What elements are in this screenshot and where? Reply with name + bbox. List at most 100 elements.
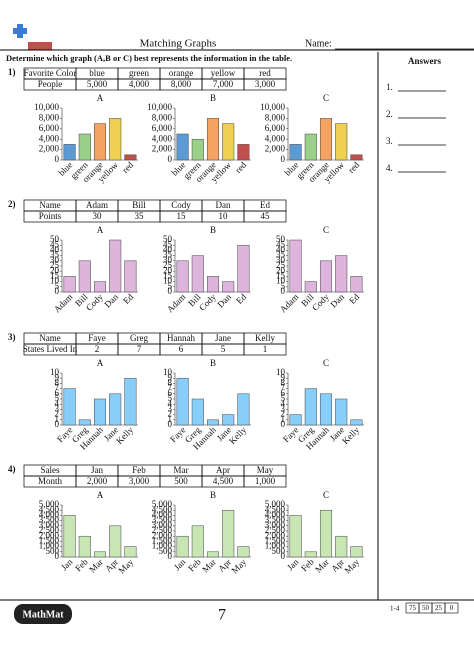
y-tick-label: 4,500: [265, 504, 286, 514]
table-text: States Lived In: [23, 344, 78, 354]
table-text: 5,000: [87, 79, 108, 89]
y-tick-label: 0: [168, 551, 173, 561]
y-tick-label: 35: [50, 250, 60, 260]
y-tick-label: 6: [55, 388, 60, 398]
y-tick-label: 4: [281, 398, 286, 408]
bar: [78, 133, 91, 161]
y-tick-label: 5,000: [39, 499, 60, 509]
y-tick-label: 10: [163, 276, 173, 286]
y-tick-label: 20: [50, 265, 60, 275]
table-text: Greg: [130, 333, 148, 343]
x-tick-label: May: [117, 556, 136, 575]
bar: [222, 123, 235, 161]
y-tick-label: 50: [50, 234, 60, 244]
y-tick-label: 1: [281, 414, 286, 424]
table-text: 500: [174, 476, 188, 486]
y-tick-label: 1,000: [265, 541, 286, 551]
y-tick-label: 1: [168, 414, 173, 424]
y-tick-label: 45: [276, 239, 286, 249]
problem-number: 1): [8, 67, 16, 77]
bar: [109, 239, 122, 293]
problem-number: 2): [8, 199, 16, 209]
y-tick-label: 1,500: [152, 535, 173, 545]
table-text: 2,000: [87, 476, 108, 486]
y-tick-label: 30: [50, 255, 60, 265]
score-box: [444, 602, 459, 614]
x-tick-label: red: [233, 159, 249, 175]
y-tick-label: 0: [55, 419, 60, 429]
y-tick-label: 0: [168, 286, 173, 296]
y-tick-label: 4,000: [39, 133, 60, 143]
logo-plus: [17, 24, 23, 38]
y-tick-label: 9: [168, 372, 173, 382]
y-tick-label: 50: [163, 234, 173, 244]
bar: [289, 239, 302, 293]
chart-label: C: [323, 225, 329, 235]
y-tick-label: 1,000: [152, 541, 173, 551]
problem-number: 3): [8, 332, 16, 342]
y-tick-label: 3,500: [152, 515, 173, 525]
logo-box: [28, 42, 52, 50]
y-tick-label: 0: [281, 419, 286, 429]
y-tick-label: 5,000: [265, 499, 286, 509]
table-cell: [243, 475, 287, 488]
x-tick-label: Mar: [200, 557, 218, 575]
y-tick-label: 8: [168, 377, 173, 387]
x-tick-label: Apr: [216, 557, 233, 574]
table-cell: [243, 210, 287, 223]
y-tick-label: 2,000: [39, 530, 60, 540]
table-text: 2: [95, 344, 100, 354]
bar: [191, 398, 204, 426]
y-tick-label: 500: [159, 546, 173, 556]
x-tick-label: Feb: [73, 556, 90, 573]
table-text: Apr: [216, 465, 230, 475]
table-text: Points: [39, 211, 62, 221]
table-text: Cody: [171, 200, 191, 210]
table-text: 6: [179, 344, 184, 354]
y-tick-label: 4: [55, 398, 60, 408]
y-tick-label: 3: [281, 403, 286, 413]
y-tick-label: 0: [168, 419, 173, 429]
y-tick-label: 3,000: [39, 520, 60, 530]
brand-badge: [14, 604, 72, 624]
table-text: blue: [89, 68, 105, 78]
x-tick-label: Apr: [329, 557, 346, 574]
bar: [304, 388, 317, 426]
y-tick-label: 3: [55, 403, 60, 413]
x-tick-label: Dan: [215, 291, 233, 309]
instructions: Determine which graph (A,B or C) best re…: [6, 53, 292, 63]
y-tick-label: 5: [168, 393, 173, 403]
bar: [335, 123, 348, 161]
x-tick-label: May: [343, 556, 362, 575]
table-text: 30: [93, 211, 103, 221]
bar: [222, 509, 235, 558]
bar: [93, 123, 107, 161]
bar: [63, 144, 76, 161]
table-text: 15: [177, 211, 187, 221]
chart-label: B: [210, 225, 216, 235]
table-text: 4,500: [213, 476, 234, 486]
chart-label: B: [210, 93, 216, 103]
table-text: 10: [219, 211, 229, 221]
score-range: 1-4: [390, 605, 400, 613]
table-text: 7,000: [213, 79, 234, 89]
table-cell: [243, 343, 287, 356]
bar: [319, 260, 333, 293]
chart-label: A: [97, 358, 104, 368]
chart-label: B: [210, 358, 216, 368]
table-text: People: [38, 79, 63, 89]
y-tick-label: 8,000: [152, 112, 173, 122]
y-tick-label: 3,000: [265, 520, 286, 530]
bar: [335, 255, 348, 293]
table-text: 5: [221, 344, 226, 354]
y-tick-label: 6: [281, 388, 286, 398]
y-tick-label: 0: [168, 154, 173, 164]
table-text: Jan: [91, 465, 103, 475]
bar: [335, 398, 348, 426]
x-tick-label: Jan: [172, 556, 188, 572]
score: 75: [409, 604, 417, 612]
table-text: Dan: [216, 200, 231, 210]
bar: [109, 393, 122, 426]
bar: [350, 154, 363, 161]
y-tick-label: 500: [272, 546, 286, 556]
